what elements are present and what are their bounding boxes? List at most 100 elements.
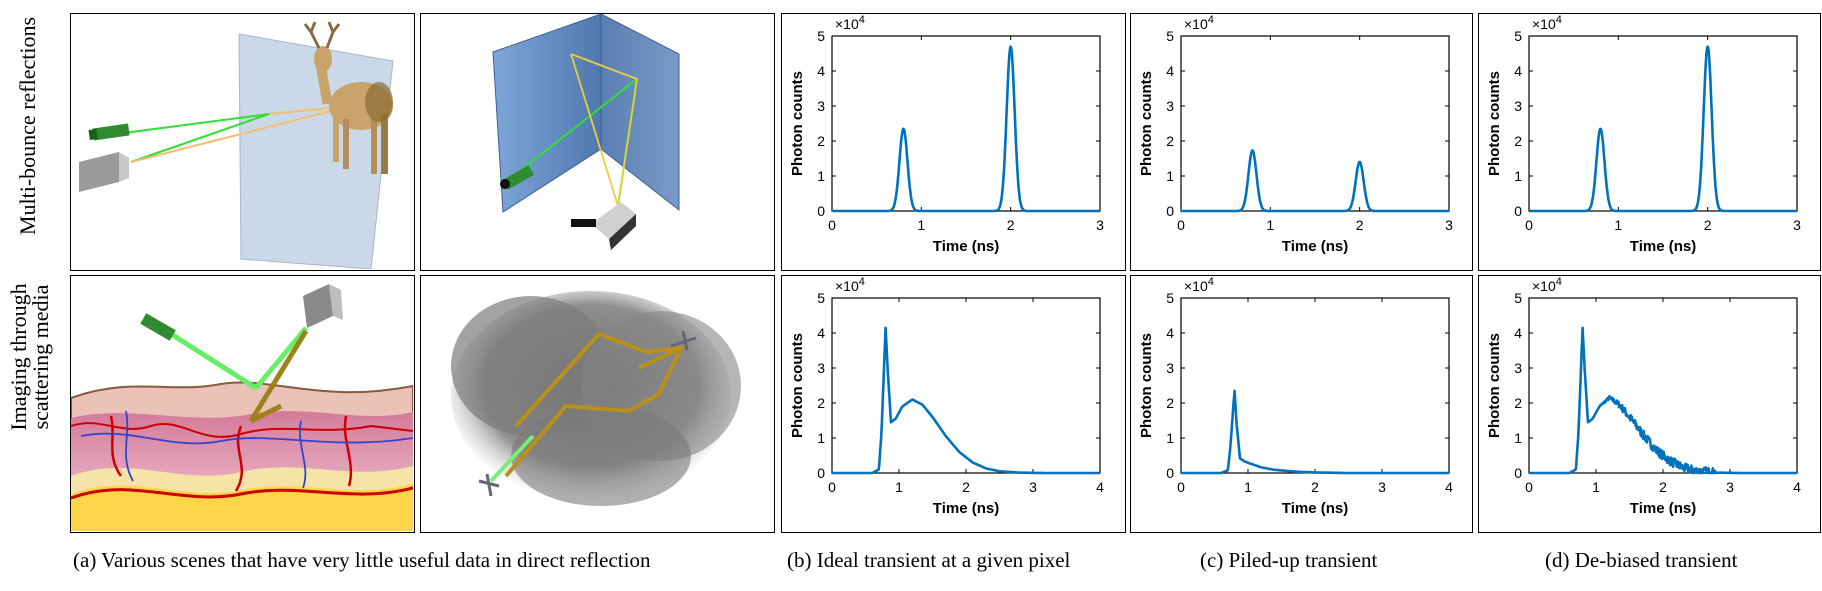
y-tick-label: 5: [1166, 28, 1174, 44]
y-axis-label: Photon counts: [1138, 71, 1155, 176]
x-tick-label: 1: [917, 217, 925, 233]
axis-exponent-label: ×104: [1184, 14, 1214, 32]
y-axis-label: Photon counts: [789, 71, 806, 176]
chart-panel-b-top: ×104 0 1 2 3 4 5 0 1 2 3 Time (ns) Photon counts: [781, 13, 1126, 271]
caption-a: (a) Various scenes that have very little…: [73, 548, 651, 572]
transient-line: [831, 326, 1101, 475]
x-tick-label: 3: [1445, 217, 1453, 233]
y-tick-label: 0: [817, 465, 825, 481]
y-tick-label: 3: [817, 98, 825, 114]
y-tick-label: 3: [1514, 98, 1522, 114]
laser-icon: [140, 313, 176, 341]
scene-corner-illustration: [492, 14, 680, 250]
plot-frame: [1528, 297, 1798, 474]
y-tick-label: 4: [817, 325, 825, 341]
x-tick-label: 1: [1592, 479, 1600, 495]
x-tick-label: 1: [895, 479, 903, 495]
y-tick-label: 5: [817, 290, 825, 306]
y-tick-label: 1: [1514, 168, 1522, 184]
x-tick-label: 0: [1177, 479, 1185, 495]
laser-icon: [500, 165, 534, 190]
plot-frame: [831, 297, 1101, 474]
airplane-icon: [670, 330, 697, 351]
airplane-icon: [478, 473, 500, 497]
axis-exponent-power: 4: [1208, 276, 1214, 288]
y-tick-label: 1: [1514, 430, 1522, 446]
axis-exponent-power: 4: [1556, 276, 1562, 288]
camera-icon: [571, 202, 636, 250]
axis-exponent-power: 4: [859, 276, 865, 288]
y-axis-label: Photon counts: [1486, 333, 1503, 438]
axis-exponent-base: ×10: [835, 16, 859, 32]
row-label-line1: Imaging through: [6, 283, 31, 431]
y-axis-label: Photon counts: [789, 333, 806, 438]
y-tick-label: 3: [1514, 360, 1522, 376]
y-tick-label: 3: [1166, 360, 1174, 376]
row-label-line2: scattering media: [28, 284, 53, 430]
y-tick-label: 4: [1166, 63, 1174, 79]
x-axis-label: Time (ns): [933, 500, 999, 517]
plot-frame: [1180, 35, 1450, 212]
scene-cloud-illustration: [451, 291, 741, 506]
chart-panel-d-bottom: ×104 0 1 2 3 4 5 0 1 2 3 4 Time (ns) Photon counts: [1478, 275, 1821, 533]
axis-exponent-label: ×104: [1532, 276, 1562, 294]
axis-exponent-base: ×10: [835, 278, 859, 294]
y-tick-label: 0: [1166, 203, 1174, 219]
x-tick-label: 3: [1096, 217, 1104, 233]
row-label-text: Multi-bounce reflections: [15, 16, 40, 236]
x-tick-label: 2: [1356, 217, 1364, 233]
chart-panel-b-bottom: ×104 0 1 2 3 4 5 0 1 2 3 4 Time (ns) Photon counts: [781, 275, 1126, 533]
chart-panel-c-bottom: ×104 0 1 2 3 4 5 0 1 2 3 4 Time (ns) Photon counts: [1130, 275, 1473, 533]
y-tick-label: 5: [1514, 28, 1522, 44]
x-tick-label: 0: [1525, 479, 1533, 495]
x-tick-label: 3: [1793, 217, 1801, 233]
plot-frame: [831, 35, 1101, 212]
x-tick-label: 3: [1726, 479, 1734, 495]
axis-exponent-base: ×10: [1184, 278, 1208, 294]
x-tick-label: 2: [1704, 217, 1712, 233]
x-tick-label: 2: [962, 479, 970, 495]
y-tick-label: 2: [1514, 395, 1522, 411]
chart-panel-c-top: ×104 0 1 2 3 4 5 0 1 2 3 Time (ns) Photon counts: [1130, 13, 1473, 271]
x-tick-label: 4: [1793, 479, 1801, 495]
x-tick-label: 2: [1007, 217, 1015, 233]
row-label-scattering: Imaging through scattering media: [6, 262, 53, 452]
axis-exponent-label: ×104: [835, 276, 865, 294]
y-tick-label: 0: [1514, 465, 1522, 481]
x-tick-label: 4: [1445, 479, 1453, 495]
axis-exponent-power: 4: [1208, 14, 1214, 26]
row-label-multibounce: Multi-bounce reflections: [15, 16, 40, 236]
y-tick-label: 5: [1166, 290, 1174, 306]
scene-deer-illustration: [79, 21, 394, 269]
y-tick-label: 3: [1166, 98, 1174, 114]
y-tick-label: 3: [817, 360, 825, 376]
x-tick-label: 3: [1378, 479, 1386, 495]
camera-icon: [303, 284, 343, 328]
axis-exponent-label: ×104: [1184, 276, 1214, 294]
axis-exponent-power: 4: [1556, 14, 1562, 26]
y-tick-label: 0: [1166, 465, 1174, 481]
x-tick-label: 2: [1311, 479, 1319, 495]
camera-icon: [79, 152, 129, 192]
x-axis-label: Time (ns): [933, 238, 999, 255]
laser-icon: [88, 123, 130, 141]
deer-icon: [303, 21, 393, 174]
caption-b: (b) Ideal transient at a given pixel: [787, 548, 1071, 572]
scene-tissue-illustration: [71, 284, 413, 531]
transient-line: [1180, 389, 1450, 475]
x-tick-label: 1: [1614, 217, 1622, 233]
x-tick-label: 4: [1096, 479, 1104, 495]
x-tick-label: 0: [1177, 217, 1185, 233]
y-axis-label: Photon counts: [1138, 333, 1155, 438]
y-tick-label: 1: [817, 430, 825, 446]
axis-exponent-base: ×10: [1532, 16, 1556, 32]
x-axis-label: Time (ns): [1630, 238, 1696, 255]
axis-exponent-label: ×104: [1532, 14, 1562, 32]
transient-line: [1528, 45, 1798, 213]
axis-exponent-label: ×104: [835, 14, 865, 32]
y-tick-label: 4: [1514, 325, 1522, 341]
plot-frame: [1180, 297, 1450, 474]
